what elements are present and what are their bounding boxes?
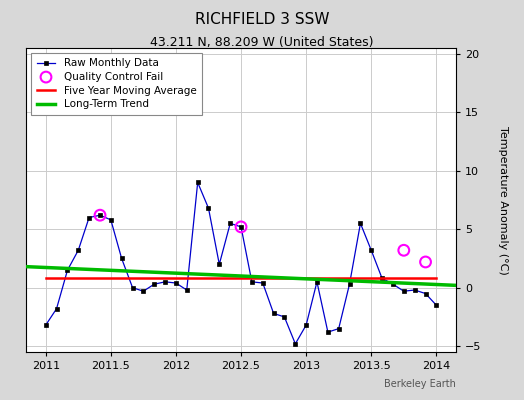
- Raw Monthly Data: [42, 323, 49, 328]
- Raw Monthly Data: [108, 218, 114, 222]
- Raw Monthly Data: [346, 282, 353, 286]
- Raw Monthly Data: [64, 268, 71, 272]
- Raw Monthly Data: [238, 224, 244, 229]
- Raw Monthly Data: [422, 291, 429, 296]
- Raw Monthly Data: [281, 314, 288, 319]
- Quality Control Fail: [421, 259, 430, 265]
- Raw Monthly Data: [216, 262, 223, 267]
- Quality Control Fail: [237, 224, 245, 230]
- Raw Monthly Data: [259, 281, 266, 286]
- Raw Monthly Data: [292, 342, 299, 346]
- Raw Monthly Data: [129, 285, 136, 290]
- Raw Monthly Data: [97, 213, 103, 218]
- Raw Monthly Data: [433, 303, 440, 308]
- Line: Raw Monthly Data: Raw Monthly Data: [43, 180, 439, 346]
- Raw Monthly Data: [368, 248, 374, 253]
- Raw Monthly Data: [205, 206, 212, 210]
- Y-axis label: Temperature Anomaly (°C): Temperature Anomaly (°C): [498, 126, 508, 274]
- Text: 43.211 N, 88.209 W (United States): 43.211 N, 88.209 W (United States): [150, 36, 374, 49]
- Text: Berkeley Earth: Berkeley Earth: [384, 379, 456, 389]
- Raw Monthly Data: [118, 256, 125, 261]
- Legend: Raw Monthly Data, Quality Control Fail, Five Year Moving Average, Long-Term Tren: Raw Monthly Data, Quality Control Fail, …: [31, 53, 202, 114]
- Raw Monthly Data: [379, 276, 385, 281]
- Quality Control Fail: [400, 247, 408, 254]
- Raw Monthly Data: [270, 311, 277, 316]
- Raw Monthly Data: [227, 221, 233, 226]
- Raw Monthly Data: [194, 180, 201, 185]
- Raw Monthly Data: [249, 280, 255, 284]
- Raw Monthly Data: [162, 280, 168, 284]
- Raw Monthly Data: [75, 248, 81, 253]
- Raw Monthly Data: [411, 288, 418, 292]
- Raw Monthly Data: [140, 289, 147, 294]
- Raw Monthly Data: [151, 282, 157, 286]
- Raw Monthly Data: [390, 282, 396, 286]
- Raw Monthly Data: [86, 215, 92, 220]
- Raw Monthly Data: [325, 330, 331, 334]
- Raw Monthly Data: [335, 326, 342, 331]
- Raw Monthly Data: [314, 280, 320, 284]
- Raw Monthly Data: [183, 288, 190, 292]
- Raw Monthly Data: [357, 221, 364, 226]
- Raw Monthly Data: [303, 323, 309, 328]
- Quality Control Fail: [96, 212, 104, 218]
- Text: RICHFIELD 3 SSW: RICHFIELD 3 SSW: [195, 12, 329, 27]
- Raw Monthly Data: [173, 281, 179, 286]
- Raw Monthly Data: [401, 289, 407, 294]
- Raw Monthly Data: [53, 306, 60, 311]
